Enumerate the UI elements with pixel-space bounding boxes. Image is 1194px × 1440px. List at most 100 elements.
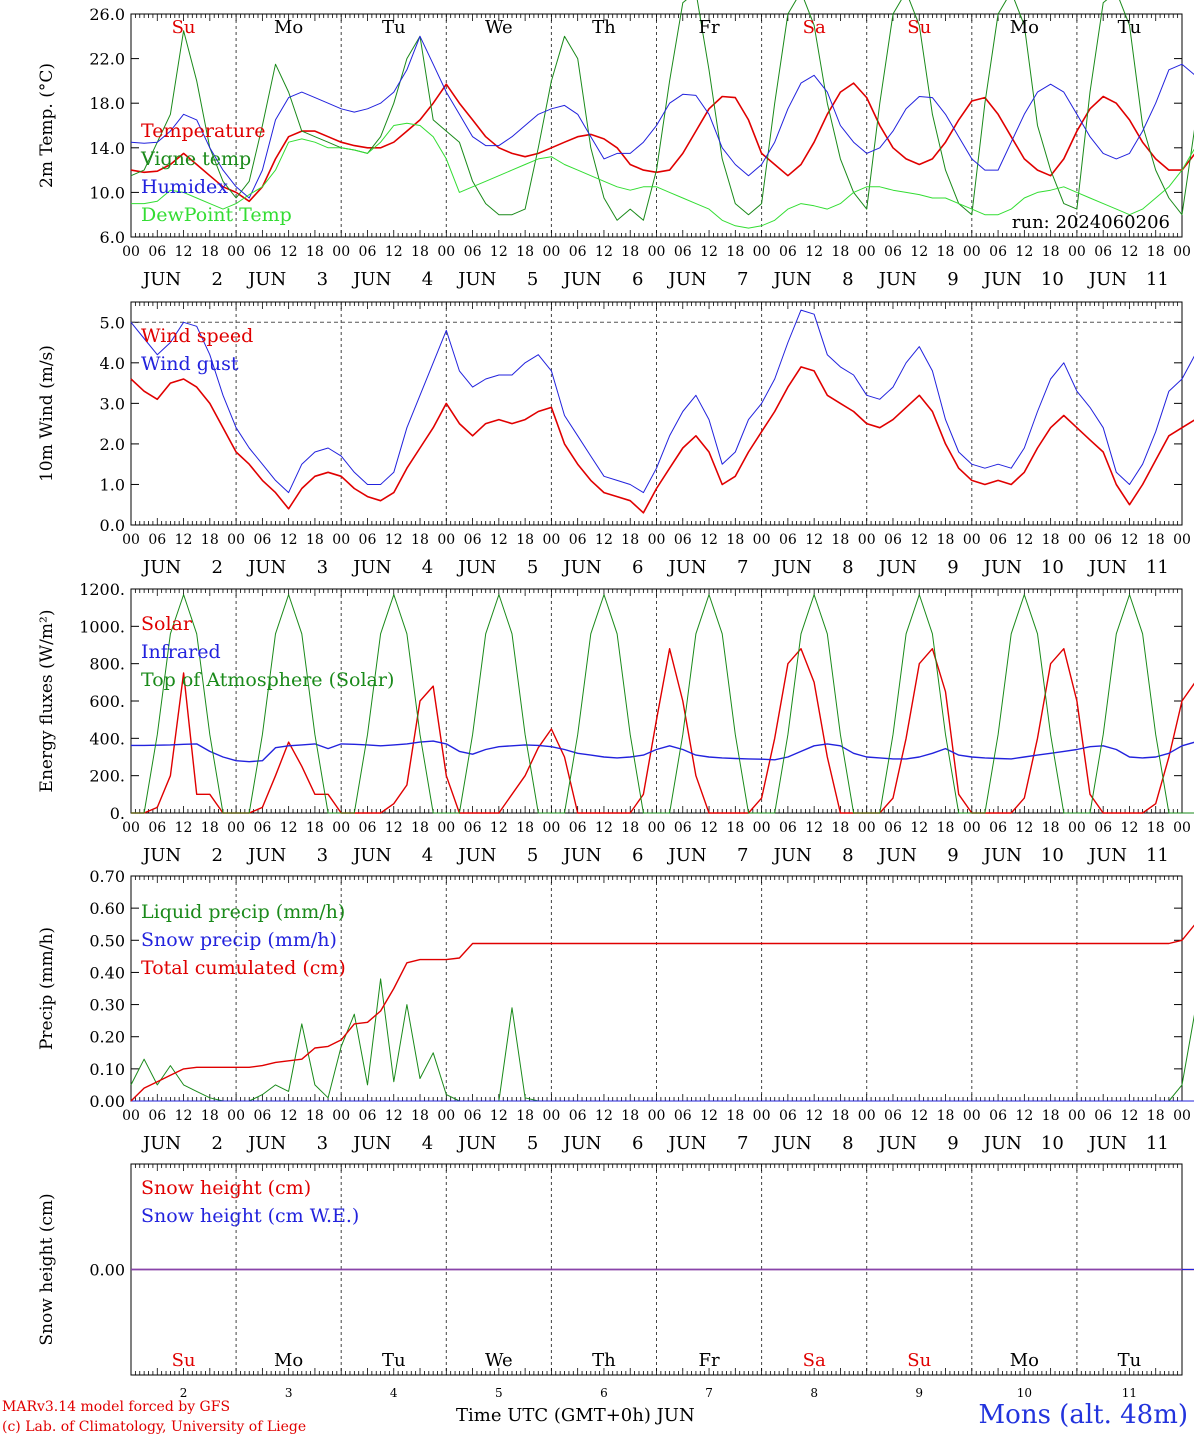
day-label: 7 (737, 557, 748, 578)
y-tick-label: 3.0 (100, 394, 125, 413)
month-label: JUN (667, 557, 707, 578)
hour-label: 00 (332, 244, 350, 260)
hour-label: 06 (253, 1108, 271, 1124)
month-label: JUN (982, 557, 1022, 578)
day-label: 3 (317, 1133, 328, 1154)
month-label: JUN (246, 269, 286, 290)
hour-label: 18 (306, 532, 324, 548)
hour-label: 18 (306, 244, 324, 260)
day-number-label: 9 (915, 1386, 923, 1400)
hour-label: 12 (385, 1108, 403, 1124)
month-label: JUN (667, 845, 707, 866)
lab-credit: (c) Lab. of Climatology, University of L… (2, 1419, 307, 1435)
day-label: 4 (422, 1133, 433, 1154)
month-label: JUN (456, 845, 496, 866)
hour-label: 12 (385, 820, 403, 836)
day-label: 10 (1041, 1133, 1064, 1154)
month-label: JUN (141, 269, 181, 290)
hour-label: 12 (910, 532, 928, 548)
month-label: JUN (772, 1133, 812, 1154)
y-tick-label: 0.00 (89, 1092, 125, 1111)
day-label: 2 (212, 269, 223, 290)
hour-label: 06 (569, 1108, 587, 1124)
hour-label: 00 (122, 1108, 140, 1124)
series-line (130, 924, 1194, 1102)
hour-label: 12 (910, 1108, 928, 1124)
legend-entry: Wind gust (141, 353, 239, 375)
y-tick-label: 0.30 (89, 996, 125, 1015)
month-label: JUN (351, 845, 391, 866)
hour-label: 18 (1147, 244, 1165, 260)
hour-label: 00 (648, 532, 666, 548)
hour-label: 18 (1147, 532, 1165, 548)
legend-entry: Snow height (cm W.E.) (141, 1205, 359, 1227)
hour-label: 00 (858, 244, 876, 260)
month-label: JUN (351, 1133, 391, 1154)
hour-label: 06 (674, 1108, 692, 1124)
time-axis-label: Time UTC (GMT+0h) JUN (456, 1405, 695, 1426)
y-tick-label: 600. (89, 692, 125, 711)
y-tick-label: 400. (89, 729, 125, 748)
y-tick-label: 0.10 (89, 1060, 125, 1079)
hour-label: 12 (910, 244, 928, 260)
hour-label: 12 (1015, 820, 1033, 836)
hour-label: 12 (595, 820, 613, 836)
month-label: JUN (877, 1133, 917, 1154)
day-label: 2 (212, 845, 223, 866)
hour-label: 06 (464, 244, 482, 260)
weekday-label: Mo (1010, 17, 1039, 38)
hour-label: 00 (753, 244, 771, 260)
legend-entry: Wind speed (141, 325, 253, 347)
weekday-label: Fr (699, 17, 720, 38)
y-axis-label: 2m Temp. (°C) (37, 63, 57, 188)
hour-label: 18 (1042, 244, 1060, 260)
day-label: 5 (527, 1133, 538, 1154)
hour-label: 12 (280, 1108, 298, 1124)
hour-label: 06 (779, 532, 797, 548)
hour-label: 18 (621, 820, 639, 836)
month-label: JUN (667, 269, 707, 290)
hour-label: 06 (569, 532, 587, 548)
month-label: JUN (982, 845, 1022, 866)
hour-label: 06 (1094, 820, 1112, 836)
hour-label: 06 (989, 532, 1007, 548)
hour-label: 00 (648, 820, 666, 836)
hour-label: 00 (858, 820, 876, 836)
hour-label: 06 (359, 820, 377, 836)
hour-label: 06 (148, 1108, 166, 1124)
y-tick-label: 1200. (79, 580, 125, 599)
month-label: JUN (772, 845, 812, 866)
series-line (130, 35, 1194, 199)
hour-label: 18 (726, 244, 744, 260)
y-axis-label: Snow height (cm) (37, 1193, 57, 1345)
hour-label: 12 (385, 244, 403, 260)
month-label: JUN (561, 845, 601, 866)
hour-label: 12 (700, 532, 718, 548)
hour-label: 00 (122, 532, 140, 548)
hour-label: 18 (726, 1108, 744, 1124)
weekday-label: Tu (1118, 17, 1142, 38)
hour-label: 06 (359, 1108, 377, 1124)
hour-label: 12 (700, 244, 718, 260)
hour-label: 00 (122, 244, 140, 260)
legend-entry: Solar (141, 613, 193, 635)
month-label: JUN (982, 269, 1022, 290)
hour-label: 12 (490, 244, 508, 260)
hour-label: 06 (148, 532, 166, 548)
hour-label: 06 (1094, 244, 1112, 260)
day-number-label: 6 (600, 1386, 608, 1400)
hour-label: 12 (1121, 1108, 1139, 1124)
hour-label: 12 (595, 244, 613, 260)
hour-label: 00 (648, 1108, 666, 1124)
month-label: JUN (982, 1133, 1022, 1154)
legend-entry: Vigne temp (140, 148, 251, 170)
day-number-label: 4 (390, 1386, 398, 1400)
hour-label: 12 (910, 820, 928, 836)
day-label: 7 (737, 845, 748, 866)
day-label: 8 (842, 845, 853, 866)
hour-label: 18 (516, 244, 534, 260)
hour-label: 18 (201, 1108, 219, 1124)
hour-label: 00 (122, 820, 140, 836)
y-tick-label: 1.0 (100, 475, 125, 494)
hour-label: 00 (227, 1108, 245, 1124)
